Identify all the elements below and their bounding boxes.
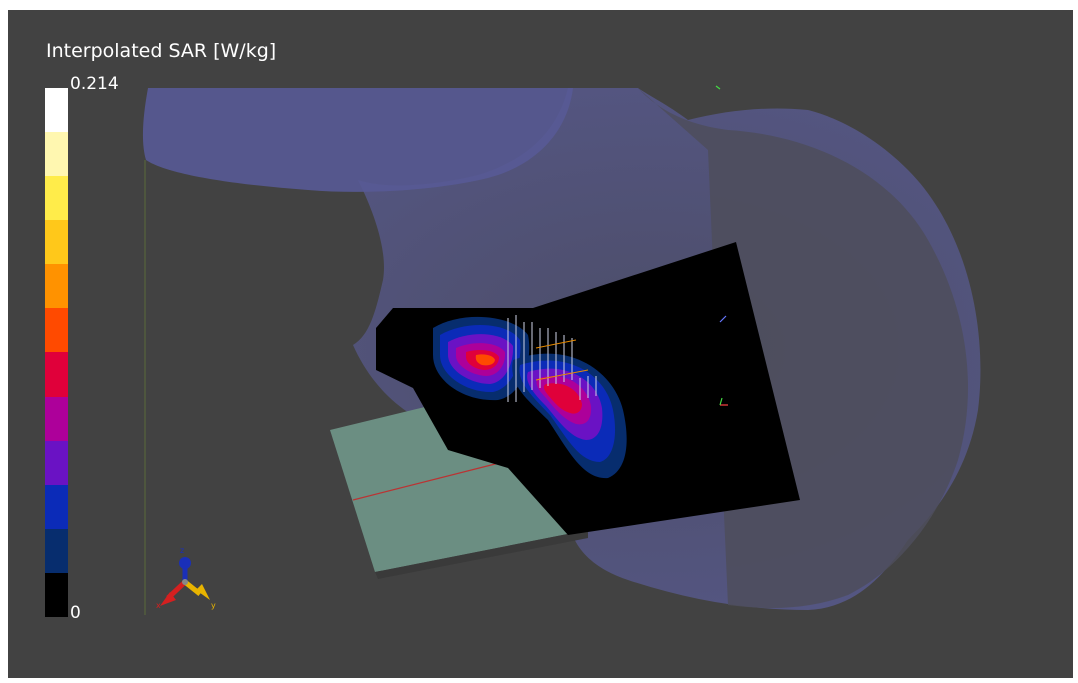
colorbar-swatch xyxy=(45,220,68,265)
colorbar-swatch xyxy=(45,308,68,353)
pcb-feed-line xyxy=(352,461,504,501)
axis-z-label: z xyxy=(180,546,184,555)
colorbar xyxy=(45,88,68,617)
colorbar-swatch xyxy=(45,440,68,485)
axes-gizmo: x y z xyxy=(156,546,216,610)
colorbar-swatch xyxy=(45,396,68,441)
sar-hotspot-left xyxy=(433,316,530,401)
colorbar-swatch xyxy=(45,572,68,617)
colorbar-swatch xyxy=(45,264,68,309)
colorbar-swatch xyxy=(45,88,68,133)
sar-hotspot-right xyxy=(512,353,627,479)
colorbar-swatch xyxy=(45,176,68,221)
colorbar-swatch xyxy=(45,132,68,177)
colorbar-swatch xyxy=(45,352,68,397)
legend-title: Interpolated SAR [W/kg] xyxy=(46,40,277,62)
scene-markers xyxy=(715,85,728,406)
colorbar-swatch xyxy=(45,484,68,529)
antenna-structure xyxy=(507,315,597,402)
legend-min-label: 0 xyxy=(70,603,81,623)
colorbar-swatch xyxy=(45,528,68,573)
phantom-right-lobe xyxy=(638,88,968,608)
3d-viewport[interactable]: x y z Interpolated SAR [W/kg] 0.214 0 xyxy=(8,10,1073,678)
pcb-board xyxy=(330,405,588,572)
legend-max-label: 0.214 xyxy=(70,74,119,94)
scene-canvas: x y z xyxy=(142,85,981,615)
pcb-board-edge xyxy=(375,530,588,579)
axis-x-label: x xyxy=(156,601,161,610)
phantom-upper-lobe xyxy=(142,88,573,192)
axis-y-label: y xyxy=(211,601,216,610)
